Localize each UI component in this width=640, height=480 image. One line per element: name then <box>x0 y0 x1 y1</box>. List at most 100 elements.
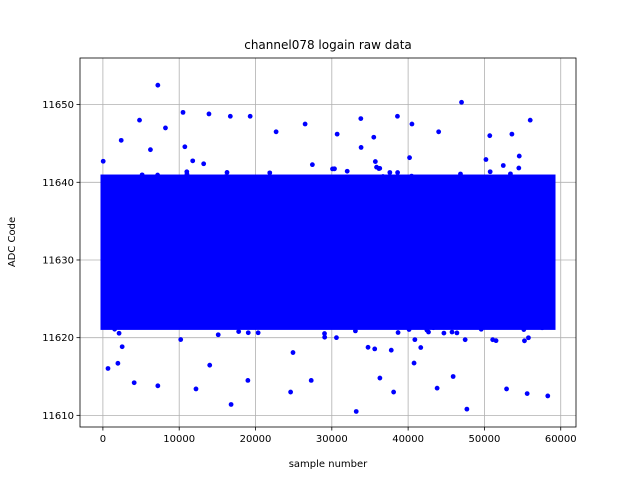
outlier-point <box>358 116 364 121</box>
data-point <box>411 360 417 366</box>
outlier-point <box>247 113 253 119</box>
data-point <box>377 165 383 171</box>
data-point <box>375 175 381 181</box>
data-point <box>334 335 339 341</box>
data-point <box>222 174 228 180</box>
data-point <box>409 173 414 179</box>
data-point <box>184 169 190 175</box>
data-point <box>395 330 401 335</box>
data-point <box>412 337 418 343</box>
data-point <box>313 174 319 180</box>
data-point <box>388 347 394 353</box>
data-point <box>395 170 401 175</box>
outlier-point <box>308 377 314 383</box>
data-point <box>526 335 531 341</box>
data-point <box>372 346 378 352</box>
data-point <box>344 168 350 174</box>
data-point <box>290 350 296 355</box>
y-tick-label: 11640 <box>42 178 74 189</box>
data-point <box>116 330 122 336</box>
data-point <box>236 329 242 335</box>
data-point <box>353 328 358 334</box>
data-point <box>148 147 153 153</box>
x-tick-label: 20000 <box>240 434 272 445</box>
data-point <box>267 170 273 176</box>
data-point <box>100 158 106 164</box>
outlier-point <box>391 389 397 395</box>
outlier-point <box>353 409 359 414</box>
data-point <box>330 166 335 172</box>
y-axis-ticks: 11610 11620 11630 11640 11650 <box>42 100 80 422</box>
data-point <box>224 170 230 175</box>
data-point <box>387 170 393 175</box>
data-point <box>407 155 412 161</box>
plot-frame <box>79 57 577 428</box>
data-point <box>449 329 455 335</box>
data-point <box>522 338 527 344</box>
outlier-point <box>509 131 515 137</box>
data-point <box>505 323 511 329</box>
outlier-point <box>180 109 186 115</box>
data-point <box>508 171 513 177</box>
outlier-point <box>545 393 551 399</box>
data-point <box>309 162 315 168</box>
data-point <box>119 344 125 350</box>
x-tick-label: 50000 <box>469 434 501 445</box>
outlier-point <box>206 111 212 117</box>
data-point <box>454 330 460 336</box>
outlier-point <box>163 125 168 131</box>
outlier-point <box>118 137 124 143</box>
outlier-point <box>302 121 308 127</box>
outlier-point <box>288 389 294 395</box>
data-point <box>516 165 522 171</box>
data-point <box>268 174 273 180</box>
data-point <box>478 326 484 332</box>
x-tick-label: 30000 <box>316 434 348 445</box>
data-point <box>182 144 188 150</box>
data-point <box>462 337 468 343</box>
data-point <box>487 169 493 175</box>
data-point <box>406 327 412 332</box>
data-point <box>207 362 213 368</box>
data-point <box>527 324 533 330</box>
data-point <box>424 327 430 333</box>
data-point <box>215 332 221 338</box>
outlier-point <box>245 377 251 383</box>
data-point <box>490 337 496 343</box>
outlier-point <box>228 402 234 407</box>
outlier-point <box>527 117 533 123</box>
outlier-point <box>464 406 470 412</box>
data-point <box>380 174 386 179</box>
outlier-point <box>193 386 199 392</box>
outlier-point <box>487 133 493 139</box>
outlier-point <box>227 113 233 119</box>
dense-sample-band <box>100 174 556 330</box>
outlier-point <box>155 383 161 389</box>
y-tick-label: 11650 <box>42 100 74 111</box>
x-tick-label: 10000 <box>163 434 195 445</box>
data-point <box>516 153 522 159</box>
data-point <box>483 157 489 162</box>
outlier-point <box>334 131 340 137</box>
data-point <box>112 326 118 332</box>
outlier-point <box>504 386 509 392</box>
outlier-point <box>131 380 137 386</box>
x-axis-ticks: 0 10000 20000 30000 40000 50000 60000 <box>100 427 577 445</box>
outlier-point <box>434 385 440 391</box>
data-point <box>139 172 145 178</box>
data-point <box>358 145 364 150</box>
data-point <box>273 175 279 181</box>
y-tick-label: 11620 <box>42 333 74 344</box>
outlier-point <box>436 129 442 135</box>
data-point <box>245 330 251 336</box>
outlier-point <box>459 99 464 105</box>
data-point <box>418 345 424 350</box>
data-point <box>521 327 527 332</box>
data-point <box>178 337 184 342</box>
outlier-point <box>377 375 383 381</box>
data-point <box>322 331 327 336</box>
data-point <box>365 344 371 350</box>
data-point <box>539 325 545 331</box>
data-point <box>255 330 261 336</box>
